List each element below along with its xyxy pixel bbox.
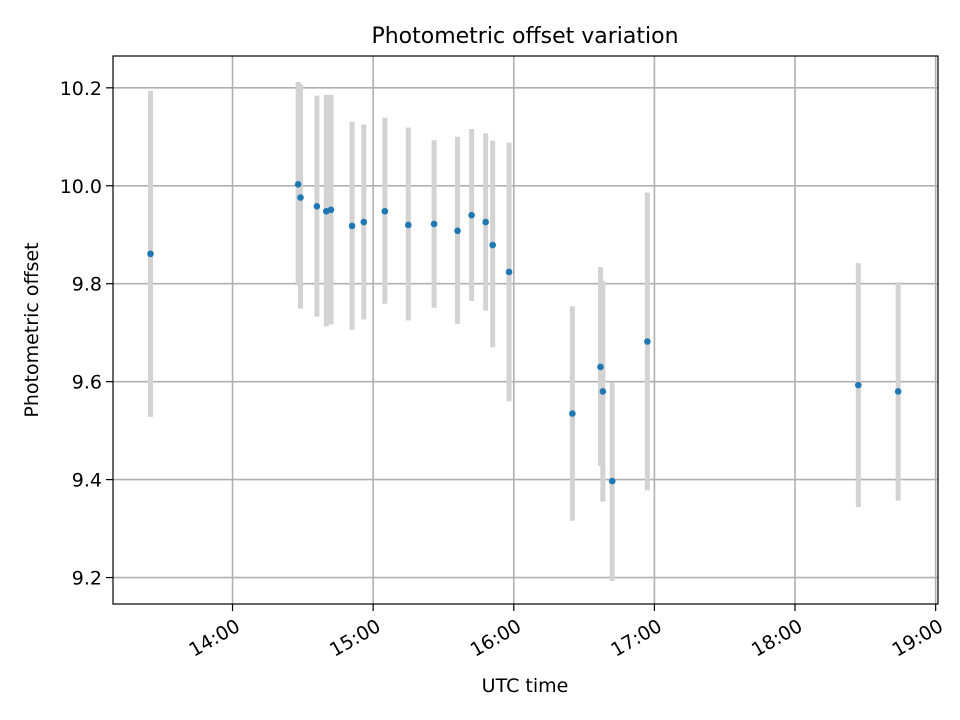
- data-point: [597, 363, 604, 371]
- data-point: [297, 194, 304, 201]
- data-point: [482, 218, 489, 226]
- data-point: [599, 388, 607, 395]
- x-axis-label: UTC time: [482, 675, 569, 697]
- data-point: [855, 381, 862, 389]
- data-point: [313, 203, 321, 210]
- data-points: [147, 181, 902, 485]
- grid: [113, 56, 938, 604]
- data-point: [505, 268, 513, 276]
- data-point: [360, 218, 368, 226]
- y-axis-ticks: 9.2 9.4 9.6 9.8 10.0 10.2: [60, 78, 113, 590]
- y-tick-label: 9.6: [72, 372, 102, 394]
- data-point: [405, 221, 412, 229]
- data-point: [644, 338, 651, 345]
- y-tick-label: 10.2: [60, 78, 102, 100]
- data-point: [489, 241, 496, 249]
- data-point: [569, 410, 576, 417]
- data-point: [894, 388, 902, 395]
- data-point: [327, 206, 335, 214]
- y-tick-label: 10.0: [60, 176, 102, 198]
- data-point: [454, 227, 461, 235]
- data-point: [147, 250, 154, 258]
- y-axis-label: Photometric offset: [21, 242, 43, 417]
- data-point: [294, 181, 302, 188]
- data-point: [381, 207, 389, 215]
- y-tick-label: 9.4: [72, 470, 102, 492]
- y-tick-label: 9.2: [72, 568, 102, 590]
- data-point: [608, 477, 616, 485]
- data-point: [348, 222, 356, 230]
- y-tick-label: 9.8: [72, 274, 102, 296]
- data-point: [430, 220, 438, 228]
- plot-frame: [112, 55, 939, 605]
- chart-title: Photometric offset variation: [371, 24, 678, 49]
- data-point: [468, 211, 475, 219]
